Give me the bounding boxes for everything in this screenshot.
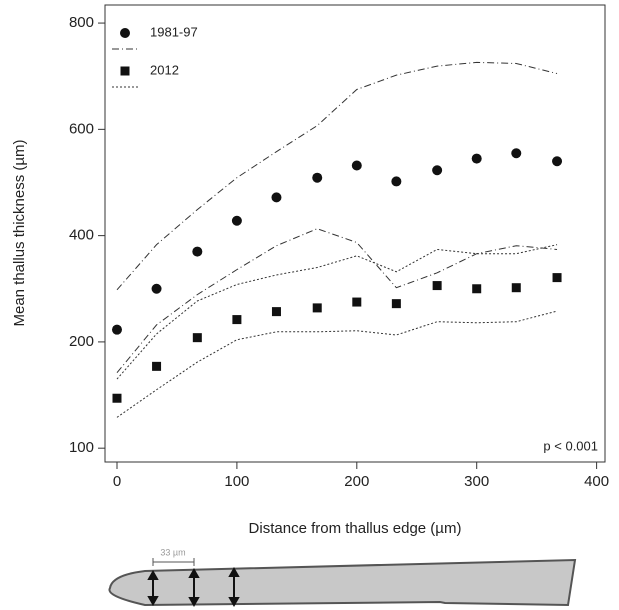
- point: [192, 333, 202, 343]
- point: [391, 299, 401, 309]
- thallus-shape: [108, 558, 577, 607]
- point: [271, 192, 282, 203]
- band-line: [116, 228, 558, 374]
- point: [552, 273, 562, 283]
- point: [511, 148, 522, 159]
- point: [151, 283, 162, 294]
- y-tick-label: 100: [69, 439, 94, 456]
- point: [472, 284, 482, 294]
- x-axis-label: Distance from thallus edge (µm): [249, 520, 462, 537]
- y-tick-label: 800: [69, 14, 94, 31]
- y-tick-label: 400: [69, 227, 94, 244]
- point: [511, 283, 521, 293]
- plot-frame: [104, 4, 606, 463]
- x-tick-label: 300: [464, 473, 489, 490]
- point: [152, 361, 162, 371]
- annotation: p < 0.001: [543, 438, 598, 453]
- thallus-diagram: 33 µm: [108, 547, 577, 608]
- point: [471, 153, 482, 164]
- point: [312, 172, 323, 183]
- point: [112, 393, 122, 403]
- y-axis-label: Mean thallus thickness (µm): [11, 139, 28, 326]
- legend-marker: [120, 66, 130, 76]
- x-tick-label: 0: [113, 473, 121, 490]
- point: [232, 315, 242, 325]
- point: [351, 160, 362, 171]
- x-tick-label: 400: [584, 473, 609, 490]
- point: [111, 324, 122, 335]
- point: [552, 156, 563, 167]
- point: [312, 303, 322, 313]
- band-line: [116, 61, 558, 291]
- legend-label: 2012: [150, 62, 179, 77]
- point: [352, 297, 362, 307]
- legend-label: 1981-97: [150, 24, 198, 39]
- y-tick-label: 200: [69, 333, 94, 350]
- band-line: [116, 244, 558, 380]
- point: [432, 165, 443, 176]
- point: [231, 215, 242, 226]
- point: [432, 281, 442, 291]
- point: [192, 246, 203, 257]
- point: [271, 307, 281, 317]
- x-tick-label: 200: [344, 473, 369, 490]
- band-line: [116, 310, 558, 418]
- scale-label: 33 µm: [160, 547, 185, 557]
- x-tick-label: 100: [224, 473, 249, 490]
- arrows: [147, 566, 240, 608]
- point: [391, 176, 402, 187]
- legend-marker: [120, 28, 130, 38]
- y-tick-label: 600: [69, 120, 94, 137]
